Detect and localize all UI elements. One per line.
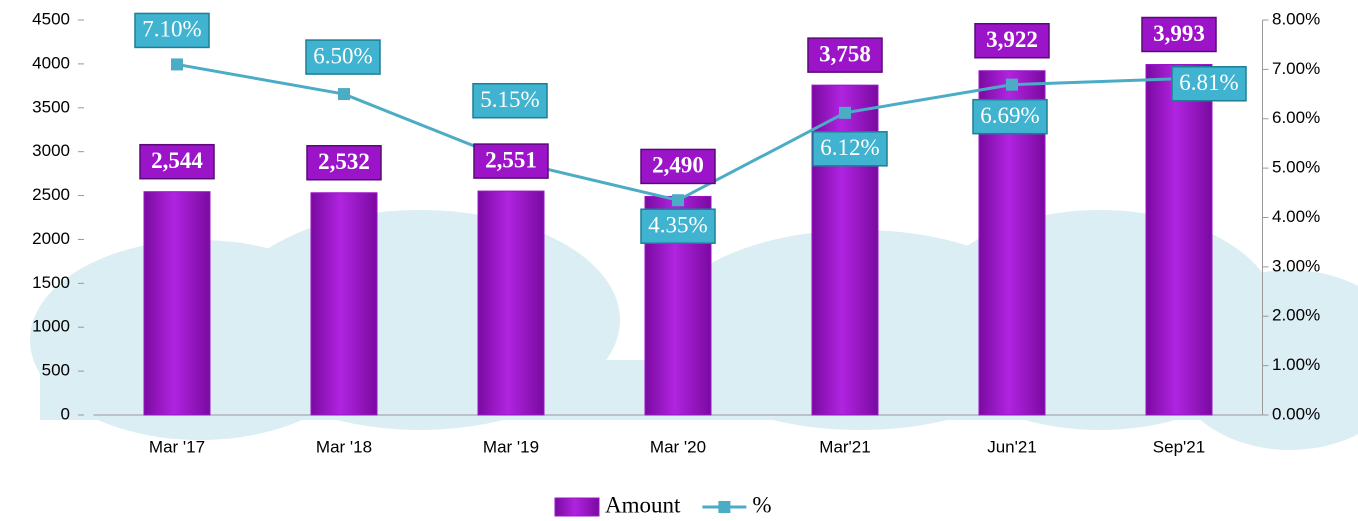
line-marker — [672, 194, 684, 206]
y2-tick-label: 3.00% — [1272, 256, 1320, 275]
x-tick-label: Mar '18 — [316, 437, 372, 456]
legend-swatch — [555, 498, 599, 516]
legend-label: Amount — [605, 492, 681, 517]
value-label: 2,551 — [485, 147, 537, 172]
y2-tick-label: 8.00% — [1272, 9, 1320, 28]
y-tick-label: 3500 — [32, 97, 70, 116]
y-tick-label: 1000 — [32, 317, 70, 336]
y-tick-label: 2000 — [32, 229, 70, 248]
y-tick-label: 4000 — [32, 53, 70, 72]
line-marker — [338, 88, 350, 100]
x-tick-label: Mar '19 — [483, 437, 539, 456]
x-tick-label: Sep'21 — [1153, 437, 1205, 456]
y-tick-label: 1500 — [32, 273, 70, 292]
line-marker — [1006, 79, 1018, 91]
chart: 0 500 1000 1500 2000 2500 3000 3500 4000 4500 0.00… — [0, 0, 1358, 521]
line-marker — [839, 107, 851, 119]
bar — [1146, 65, 1212, 415]
value-label: 4.35% — [648, 213, 707, 238]
value-label: 2,532 — [318, 149, 370, 174]
y2-tick-label: 7.00% — [1272, 59, 1320, 78]
line-marker — [171, 58, 183, 70]
value-label: 5.15% — [480, 87, 539, 112]
value-label: 6.12% — [820, 135, 879, 160]
y-tick-label: 3000 — [32, 141, 70, 160]
y2-tick-label: 1.00% — [1272, 355, 1320, 374]
y2-tick-label: 2.00% — [1272, 306, 1320, 325]
value-label: 6.50% — [313, 43, 372, 68]
bar — [311, 193, 377, 415]
x-tick-label: Mar '17 — [149, 437, 205, 456]
legend-swatch — [718, 501, 730, 513]
y-tick-label: 500 — [42, 361, 70, 380]
value-label: 3,922 — [986, 27, 1038, 52]
value-label: 2,544 — [151, 148, 203, 173]
y2-tick-label: 6.00% — [1272, 108, 1320, 127]
y2-tick-label: 0.00% — [1272, 404, 1320, 423]
bar — [144, 192, 210, 415]
value-label: 7.10% — [142, 17, 201, 42]
bar — [478, 191, 544, 415]
y2-tick-label: 4.00% — [1272, 207, 1320, 226]
value-label: 3,758 — [819, 41, 871, 66]
x-tick-label: Jun'21 — [987, 437, 1037, 456]
value-label: 2,490 — [652, 153, 704, 178]
value-label: 6.81% — [1179, 70, 1238, 95]
x-tick-label: Mar'21 — [819, 437, 870, 456]
y-tick-label: 4500 — [32, 9, 70, 28]
y-tick-label: 0 — [61, 404, 70, 423]
value-label: 6.69% — [980, 103, 1039, 128]
x-tick-label: Mar '20 — [650, 437, 706, 456]
y-tick-label: 2500 — [32, 185, 70, 204]
y2-tick-label: 5.00% — [1272, 158, 1320, 177]
legend-label: % — [752, 492, 771, 517]
value-label: 3,993 — [1153, 21, 1205, 46]
